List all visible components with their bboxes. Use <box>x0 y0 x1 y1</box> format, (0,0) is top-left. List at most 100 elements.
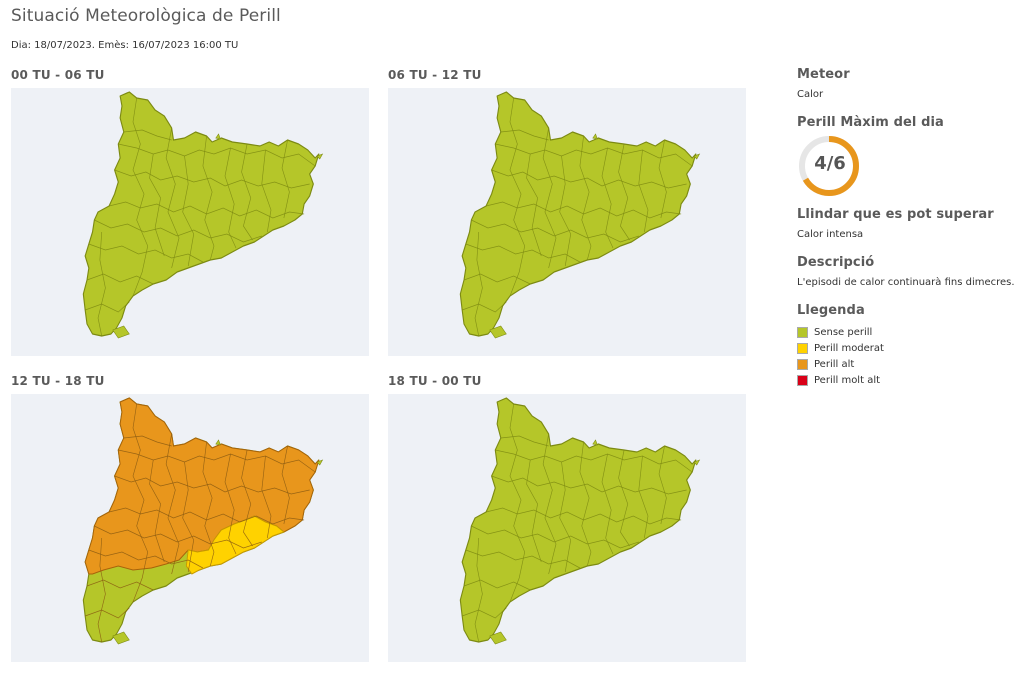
county-border <box>491 169 687 189</box>
panel-label: 06 TU - 12 TU <box>388 68 482 82</box>
catalonia-shape <box>82 91 324 339</box>
map-00-06[interactable] <box>11 88 369 356</box>
coast-detail <box>112 325 130 339</box>
coast-detail <box>693 459 701 466</box>
map-18-00[interactable] <box>388 394 746 662</box>
county-border <box>579 135 592 261</box>
county-border <box>182 461 195 573</box>
legend-item-high: Perill alt <box>797 356 1033 372</box>
description-value: L'episodi de calor continuarà fins dimec… <box>797 277 1015 288</box>
county-border <box>86 273 154 285</box>
county-border <box>224 453 237 555</box>
threshold-value: Calor intensa <box>797 229 864 240</box>
map-06-12[interactable] <box>388 88 746 356</box>
county-border <box>465 243 581 263</box>
panel-00-06: 00 TU - 06 TU <box>11 68 369 356</box>
county-border <box>474 537 483 643</box>
county-border <box>509 403 526 603</box>
county-border <box>601 147 614 249</box>
coast-detail <box>215 439 221 446</box>
county-border <box>474 231 483 337</box>
county-border <box>85 607 130 619</box>
legend-item-none: Sense perill <box>797 324 1033 340</box>
county-border <box>261 455 272 539</box>
panel-06-12: 06 TU - 12 TU <box>388 68 746 356</box>
coast-detail <box>592 439 598 446</box>
panel-12-18: 12 TU - 18 TU <box>11 374 369 662</box>
county-border <box>182 155 195 267</box>
coast-detail <box>316 459 324 466</box>
county-border <box>579 441 592 567</box>
coast-detail <box>693 153 701 160</box>
county-border <box>463 273 531 285</box>
county-border <box>94 525 262 549</box>
county-border <box>559 155 572 267</box>
county-border <box>465 549 581 569</box>
county-border <box>165 433 180 575</box>
page-title: Situació Meteorològica de Perill <box>11 6 281 26</box>
county-border <box>542 433 557 575</box>
catalonia-map <box>459 91 701 339</box>
county-border <box>638 455 649 539</box>
county-border <box>618 449 630 547</box>
county-border <box>281 445 290 525</box>
catalonia-shape <box>82 397 324 645</box>
panel-label: 12 TU - 18 TU <box>11 374 105 388</box>
county-border <box>165 127 180 269</box>
region-fill <box>82 91 320 337</box>
county-border <box>500 129 549 141</box>
county-border <box>88 243 204 263</box>
max-danger-heading: Perill Màxim del dia <box>797 115 944 130</box>
panel-18-00: 18 TU - 00 TU <box>388 374 746 662</box>
county-border <box>85 301 130 313</box>
issue-date: Dia: 18/07/2023. Emès: 16/07/2023 16:00 … <box>11 40 239 51</box>
catalonia-map <box>82 91 324 339</box>
region-fill <box>459 91 697 337</box>
county-border <box>509 97 526 297</box>
legend-label: Perill moderat <box>814 342 884 354</box>
legend-item-moderate: Perill moderat <box>797 340 1033 356</box>
county-border <box>462 607 507 619</box>
county-border <box>241 143 253 241</box>
county-border <box>526 153 542 257</box>
county-border <box>202 135 215 261</box>
legend-swatch <box>797 358 808 370</box>
county-border <box>658 139 667 219</box>
coast-detail <box>215 133 221 140</box>
gauge-ring-icon <box>799 136 859 196</box>
county-border <box>542 127 557 269</box>
county-border <box>202 441 215 567</box>
legend-swatch <box>797 342 808 354</box>
meteor-heading: Meteor <box>797 67 850 82</box>
county-border <box>261 149 272 233</box>
legend-label: Sense perill <box>814 326 873 338</box>
max-danger-gauge: 4/6 <box>797 134 863 200</box>
meteor-value: Calor <box>797 89 824 100</box>
county-border <box>618 143 630 241</box>
coast-detail <box>316 153 324 160</box>
map-12-18[interactable] <box>11 394 369 662</box>
county-border <box>601 453 614 555</box>
county-border <box>491 475 687 495</box>
catalonia-map <box>82 397 324 645</box>
county-border <box>132 97 149 297</box>
panel-label: 00 TU - 06 TU <box>11 68 105 82</box>
coast-detail <box>489 631 507 645</box>
county-border <box>658 445 667 525</box>
county-border <box>149 459 165 563</box>
coast-detail <box>489 325 507 339</box>
county-border <box>559 461 572 573</box>
county-border <box>471 525 639 549</box>
description-heading: Descripció <box>797 255 875 270</box>
county-border <box>638 149 649 233</box>
catalonia-shape <box>459 91 701 339</box>
legend-label: Perill alt <box>814 358 855 370</box>
coast-detail <box>112 631 130 645</box>
county-border <box>97 537 106 643</box>
county-border <box>463 579 531 591</box>
county-border <box>94 219 262 243</box>
legend: Sense perill Perill moderat Perill alt P… <box>797 324 1033 388</box>
county-border <box>224 147 237 249</box>
legend-swatch <box>797 326 808 338</box>
county-border <box>500 435 549 447</box>
